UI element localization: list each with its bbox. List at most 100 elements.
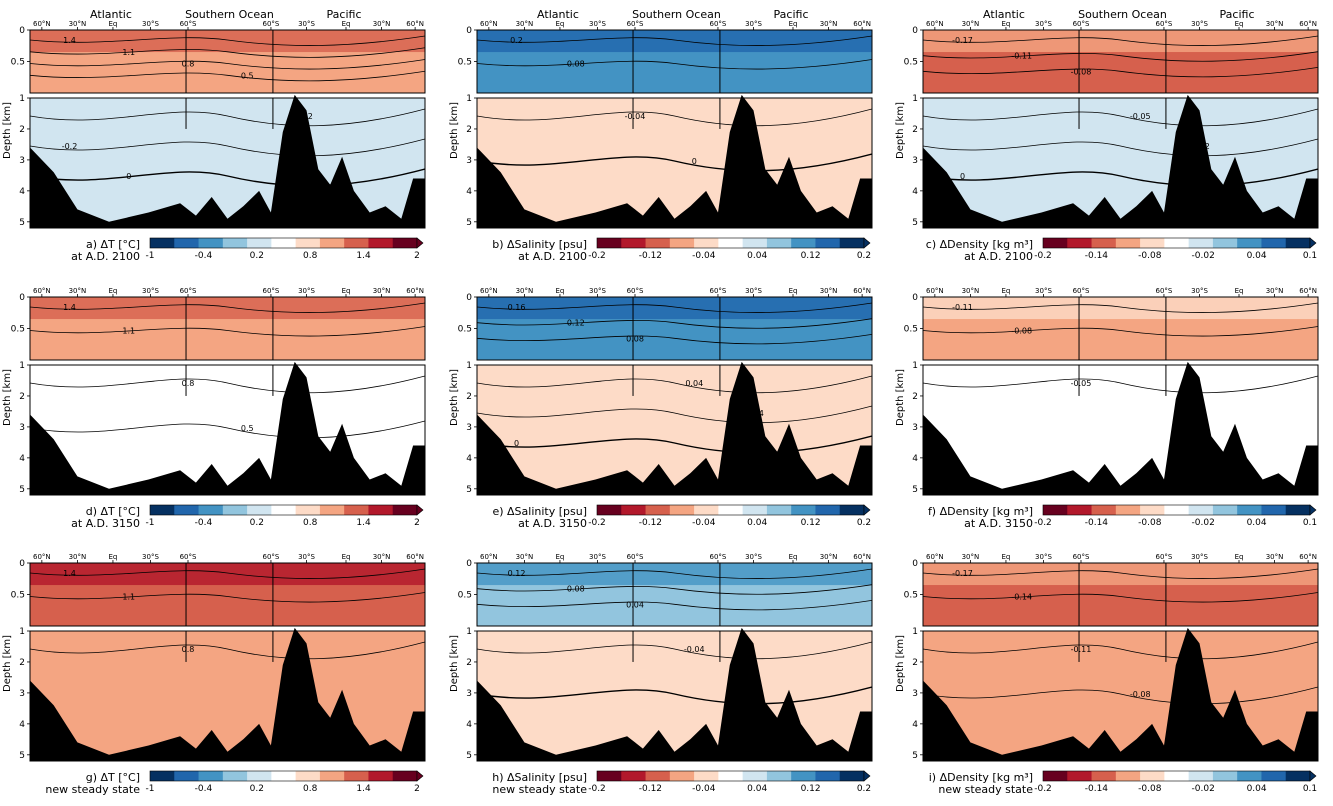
colorbar-tick-label: -0.14: [1085, 784, 1109, 794]
colorbar-tick-label: -1: [146, 518, 155, 528]
contour-line: [30, 35, 425, 46]
colorbar-segment: [1091, 505, 1117, 515]
lat-tick-label: 60°N: [1299, 553, 1317, 561]
contour-line: [477, 641, 872, 660]
colorbar-segment: [791, 238, 816, 248]
lat-tick-label: 30°N: [962, 287, 980, 295]
colorbar-segment: [295, 238, 321, 248]
lat-tick-label: 30°S: [589, 553, 606, 561]
lat-tick-label: 60°N: [480, 553, 498, 561]
colorbar-segment: [198, 505, 224, 515]
contour-label: -0.04: [625, 112, 646, 121]
colorbar-segment: [1140, 771, 1165, 781]
colorbar-segment: [344, 238, 369, 248]
depth-tick-label: 0: [466, 293, 472, 303]
basin-label: Pacific: [327, 8, 362, 21]
colorbar-tick-label: -0.2: [588, 784, 606, 794]
lat-tick-label: 30°N: [1266, 287, 1284, 295]
depth-tick-label: 4: [466, 187, 472, 197]
depth-tick-label: 4: [466, 454, 472, 464]
lat-tick-label: 60°S: [627, 20, 644, 28]
depth-tick-label: 1: [466, 361, 472, 371]
contour-line: [30, 375, 425, 394]
colorbar-tick-label: -0.04: [692, 251, 716, 261]
panel-g-upper-axes: [29, 562, 426, 627]
contour-label: -0.05: [1071, 379, 1092, 388]
contour-label: 0.16: [508, 303, 526, 312]
colorbar-segment: [174, 238, 200, 248]
lat-tick-label: 60°S: [1073, 287, 1090, 295]
colorbar-extend-arrow: [1309, 237, 1317, 249]
depth-tick-label: 0.5: [458, 325, 472, 335]
panel-subtitle: at A.D. 2100: [71, 250, 140, 263]
depth-tick-label: 1: [466, 627, 472, 637]
colorbar-segment: [815, 238, 841, 248]
colorbar-segment: [669, 505, 695, 515]
colorbar-tick-label: 2: [414, 784, 420, 794]
contour-line: [477, 153, 872, 172]
contour-line: [923, 326, 1318, 337]
bathymetry-mask: [923, 627, 1318, 761]
colorbar-segment: [766, 771, 792, 781]
depth-tick-label: 0.5: [458, 591, 472, 601]
lat-tick-label: 60°N: [853, 553, 871, 561]
depth-tick-label: 1: [466, 94, 472, 104]
contour-group: -0.17 -0.11 -0.08 -0.05 -0.02 0: [923, 35, 1318, 187]
contour-line: [477, 584, 872, 595]
colorbar-tick-label: 0.2: [857, 251, 871, 261]
panel-title: f) ΔDensity [kg m³]: [928, 505, 1033, 518]
depth-tick-label: 0.5: [904, 325, 918, 335]
depth-tick-label: 3: [912, 423, 918, 433]
lower-frame: [29, 97, 426, 229]
colorbar-tick-label: -0.4: [195, 251, 213, 261]
panel-e: 0.16 0.12 0.08 0.04 -0.04 0 60°N 30°N Eq 30°S 60°S…: [449, 287, 873, 530]
lat-tick-label: 60°N: [33, 20, 51, 28]
upper-surface-band: [477, 30, 872, 53]
contour-line: [923, 66, 1318, 78]
lat-tick-label: 30°N: [516, 553, 534, 561]
lat-tick-label: Eq: [789, 553, 798, 561]
depth-tick-label: 0: [912, 26, 918, 36]
contour-line: [477, 302, 872, 313]
bathymetry-mask: [30, 94, 425, 229]
colorbar-tick-label: -0.2: [588, 251, 606, 261]
colorbar-segment: [694, 238, 719, 248]
colorbar-segment: [392, 238, 418, 248]
lat-tick-label: 60°N: [926, 20, 944, 28]
colorbar-segment: [766, 505, 792, 515]
depth-tick-label: 4: [912, 187, 918, 197]
colorbar-segment: [718, 238, 744, 248]
panel-title: g) ΔT [°C]: [86, 771, 140, 784]
depth-tick-label: 2: [466, 392, 472, 402]
colorbar-tick-label: 0.04: [747, 518, 767, 528]
colorbar-segment: [1212, 505, 1238, 515]
bathymetry-mask: [477, 627, 872, 761]
colorbar-tick-label: -0.08: [1138, 251, 1162, 261]
colorbar-segment: [319, 238, 345, 248]
contour-label: 0.8: [182, 60, 195, 69]
contour-label: -0.08: [1011, 327, 1032, 336]
colorbar-tick-label: 0.8: [303, 518, 318, 528]
lat-tick-label: 60°S: [1156, 20, 1173, 28]
contour-line: [30, 420, 425, 439]
colorbar-segment: [1261, 771, 1287, 781]
panel-b: 0.2 0.08 -0.04 0 60°N 30°N Eq 30°S 60°S 60°S 30°S E…: [449, 8, 873, 263]
lat-tick-label: 60°N: [33, 287, 51, 295]
upper-surface-band: [30, 30, 425, 53]
contour-label: 0.5: [241, 424, 254, 433]
colorbar-d: -1 -0.4 0.2 0.8 1.4 2: [146, 504, 424, 528]
colorbar-segment: [222, 238, 248, 248]
colorbar-a: -1 -0.4 0.2 0.8 1.4 2: [146, 237, 424, 261]
colorbar-segment: [319, 771, 345, 781]
colorbar-segment: [766, 238, 792, 248]
panel-g: 1.4 1.1 0.8 60°N 30°N Eq 30°S 60°S 60°S 30°S Eq 30°…: [2, 553, 426, 796]
upper-surface-band: [477, 297, 872, 320]
colorbar-extend-arrow: [1309, 504, 1317, 516]
contour-label: 0: [126, 172, 131, 181]
lat-tick-label: 60°S: [1073, 553, 1090, 561]
lat-tick-label: 30°S: [298, 553, 315, 561]
contour-line: [923, 375, 1318, 394]
depth-tick-label: 5: [912, 485, 918, 495]
colorbar-segment: [791, 505, 816, 515]
upper-surface-band: [923, 30, 1318, 53]
